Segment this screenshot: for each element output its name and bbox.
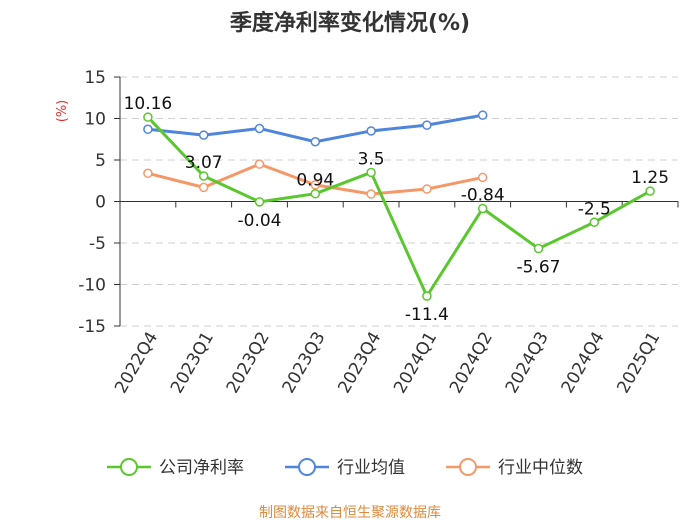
data-label: 3.5	[358, 149, 385, 169]
data-point	[422, 184, 432, 194]
y-tick-labels: 15 10 5 0 -5 -10 -15	[78, 68, 106, 337]
series-group	[143, 110, 655, 301]
x-tick-label: 2023Q3	[279, 329, 330, 397]
legend: 公司净利率 行业均值 行业中位数	[107, 458, 583, 478]
data-point	[310, 188, 321, 199]
x-tick-labels: 2022Q4 2023Q1 2023Q2 2023Q3 2023Q4 2024Q1 2024…	[111, 329, 664, 397]
x-tick-label: 2024Q2	[446, 329, 497, 397]
y-tick-label: 0	[95, 193, 106, 213]
data-label: 3.07	[185, 153, 223, 173]
data-point	[143, 124, 153, 135]
legend-marker	[120, 458, 138, 476]
legend-marker	[459, 458, 477, 476]
data-label: 10.16	[124, 94, 173, 114]
data-point	[645, 186, 655, 196]
data-point	[143, 168, 153, 179]
data-label: -11.4	[405, 305, 449, 325]
data-label: -5.67	[517, 258, 561, 278]
legend-label: 行业中位数	[498, 458, 583, 478]
data-label: -2.5	[578, 199, 611, 219]
x-tick-label: 2023Q1	[167, 329, 218, 397]
data-point	[366, 189, 376, 199]
data-point	[533, 243, 544, 254]
data-point	[589, 217, 600, 227]
data-point	[477, 172, 488, 183]
data-point	[198, 171, 209, 181]
x-tick-label: 2024Q4	[558, 329, 609, 397]
data-point	[254, 123, 265, 134]
x-tick-label: 2024Q3	[502, 329, 553, 397]
data-point	[254, 159, 265, 169]
data-point	[254, 197, 265, 207]
data-label: -0.04	[238, 211, 282, 231]
x-tick-label: 2023Q2	[223, 329, 274, 397]
data-point	[422, 120, 432, 130]
x-tick-label: 2023Q4	[334, 329, 385, 397]
x-tick-label: 2025Q1	[613, 329, 664, 397]
data-labels: 10.16 3.07 -0.04 0.94 3.5 -11.4 -0.84 -5.67 -2.5…	[124, 94, 669, 325]
y-tick-label: -10	[78, 276, 106, 296]
axes	[114, 76, 679, 327]
data-label: 1.25	[631, 168, 669, 188]
legend-marker	[298, 458, 316, 476]
data-point	[143, 112, 153, 122]
y-tick-label: -5	[89, 234, 106, 254]
grid-lines	[120, 76, 678, 327]
data-point	[366, 126, 376, 136]
legend-label: 行业均值	[337, 458, 405, 478]
y-tick-label: 10	[84, 110, 106, 130]
data-point	[477, 203, 488, 214]
x-tick-label: 2022Q4	[111, 329, 162, 397]
y-tick-label: 5	[95, 151, 106, 171]
source-note: 制图数据来自恒生聚源数据库	[259, 505, 441, 521]
data-label: -0.84	[461, 185, 505, 205]
data-label: 0.94	[296, 171, 334, 191]
data-point	[477, 110, 488, 120]
y-tick-label: 15	[84, 68, 106, 88]
data-point	[198, 130, 209, 140]
data-point	[310, 180, 321, 190]
chart-title: 季度净利率变化情况(%)	[230, 10, 470, 36]
series-line	[146, 116, 651, 298]
y-axis-label: (%)	[55, 100, 70, 123]
data-point	[422, 291, 432, 301]
legend-label: 公司净利率	[159, 458, 244, 478]
y-tick-label: -15	[78, 317, 106, 337]
data-point	[198, 182, 209, 193]
x-tick-label: 2024Q1	[390, 329, 441, 397]
data-point	[366, 167, 376, 178]
data-point	[310, 136, 321, 147]
